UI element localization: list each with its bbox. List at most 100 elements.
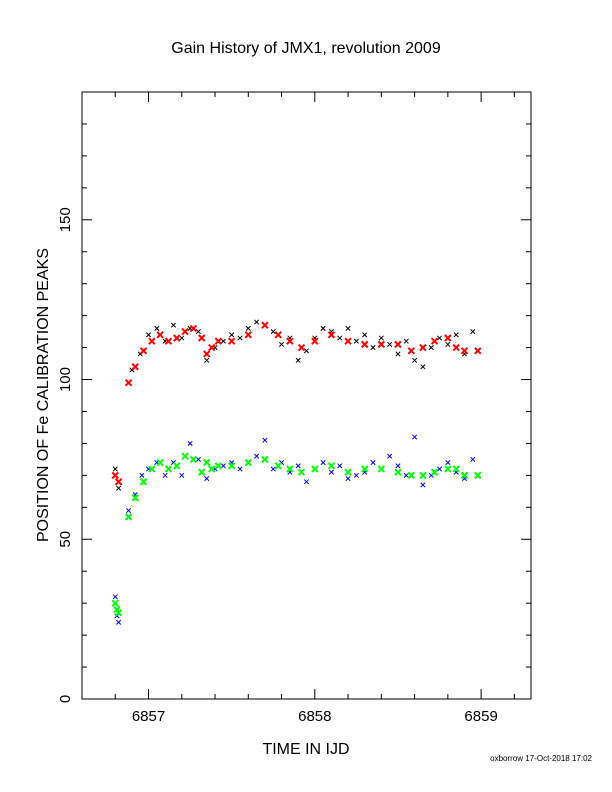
data-point [470,456,476,462]
data-point [126,507,132,514]
data-point [274,462,282,470]
data-point [181,452,189,460]
data-point [181,327,189,336]
data-point [370,345,376,351]
data-point [204,476,210,482]
data-point [198,468,206,476]
data-point [395,351,401,357]
data-point [460,471,469,480]
data-point [112,466,118,472]
data-point [320,460,326,466]
data-point [173,334,181,342]
data-point [345,476,351,482]
data-point [261,321,269,329]
data-point [377,465,386,473]
data-point [353,338,359,344]
data-point [444,465,452,473]
data-point [436,335,443,341]
data-point [214,337,223,345]
data-point [270,329,276,335]
data-point [419,343,427,352]
data-point [148,337,156,345]
data-point [327,462,336,470]
data-point [131,494,139,502]
data-point [460,347,469,355]
data-point [274,331,282,339]
data-point [360,465,369,473]
data-point [345,325,351,331]
data-point [139,478,148,486]
series-1 [111,321,482,486]
data-point [430,468,439,476]
series-2 [112,434,476,625]
plot-frame [81,91,532,700]
y-tick-label: 0 [57,695,74,703]
data-point [452,343,460,352]
data-point [139,472,145,478]
data-point [436,466,443,472]
data-point [198,334,206,342]
data-point [360,340,369,349]
data-point [227,337,236,345]
data-point [195,329,201,335]
data-point [195,456,201,462]
data-point [412,357,418,363]
data-point [394,468,402,476]
data-point [111,599,119,607]
series-3 [111,452,482,617]
x-tick-label: 6859 [464,708,497,725]
data-point [220,338,226,344]
data-point [377,340,386,349]
data-point [156,331,164,339]
data-point [407,471,415,480]
data-point [229,332,235,338]
data-point [420,364,426,370]
data-point [173,462,181,470]
data-point [112,594,118,600]
data-point [261,455,269,464]
x-tick-label: 6858 [298,708,331,725]
data-point [344,337,352,345]
data-point [430,337,439,345]
data-point [227,462,236,470]
data-point [148,465,156,473]
data-point [145,332,152,338]
data-point [286,465,294,473]
data-point [474,471,482,480]
data-point [407,347,415,355]
data-point [164,465,173,473]
data-point [403,338,409,344]
footer-credit: oxborrow 17-Oct-2018 17:02 [490,754,592,763]
data-point [286,337,294,345]
data-point [303,479,310,485]
data-point [189,324,198,333]
data-point [237,335,243,341]
data-point [470,329,476,335]
axis-ticks [81,91,531,700]
data-point [254,453,260,459]
data-point [337,335,343,341]
data-point [452,465,460,473]
data-point [337,463,343,469]
data-point [344,468,352,476]
data-point [208,465,216,473]
data-point [114,478,123,486]
data-point [353,472,359,478]
data-point [244,458,253,467]
data-point [164,337,173,345]
data-point [124,379,133,387]
data-point [412,434,418,440]
data-point [328,469,334,475]
data-point [179,335,185,341]
data-point [474,347,482,355]
data-point [370,460,376,466]
data-point [387,453,393,459]
data-point [303,348,310,354]
y-tick-label: 100 [57,367,74,392]
y-axis-title: POSITION OF Fe CALIBRATION PEAKS [35,248,52,542]
data-point [244,331,253,339]
data-point [220,463,226,469]
x-tick-label: 6857 [132,708,165,725]
data-point [203,350,211,358]
data-point [179,472,185,478]
